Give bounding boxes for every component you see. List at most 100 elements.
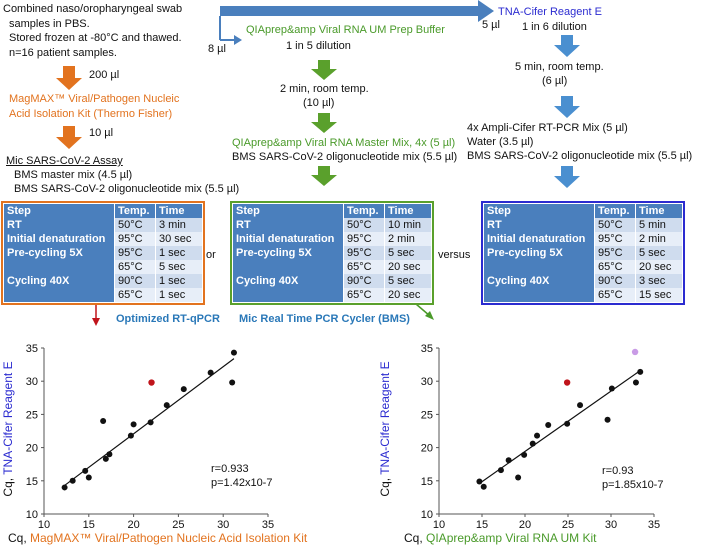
blue-arrow-2 xyxy=(554,96,580,118)
data-point xyxy=(604,416,611,423)
assay-line-1: BMS master mix (4.5 µl) xyxy=(14,169,133,181)
protocol-table-right: Step Temp. Time RT 50°C 5 min Initial dena… xyxy=(481,201,685,305)
data-point xyxy=(505,457,512,464)
data-point xyxy=(130,421,137,428)
y-tick-label: 15 xyxy=(26,476,38,488)
x-axis-label-text: MagMAX™ Viral/Pathogen Nucleic Acid Isol… xyxy=(30,531,308,545)
y-axis-label-text: TNA-Cifer Reagent E xyxy=(378,361,392,475)
x-tick-label: 20 xyxy=(127,519,139,531)
x-tick-label: 35 xyxy=(262,519,274,531)
header-temp: Temp. xyxy=(594,204,636,218)
blue-arrow-1 xyxy=(554,35,580,57)
table-cell: 20 sec xyxy=(635,260,682,274)
data-point xyxy=(564,420,571,427)
table-cell: 65°C xyxy=(594,288,636,302)
magmax-kit-line-2: Acid Isolation Kit (Thermo Fisher) xyxy=(9,108,173,120)
stats-p-left: p=1.42x10-7 xyxy=(211,477,273,489)
data-point xyxy=(577,402,584,409)
middle-incubation-2: (10 µl) xyxy=(303,97,335,109)
table-cell xyxy=(484,260,595,274)
middle-incubation-1: 2 min, room temp. xyxy=(280,83,369,95)
data-point xyxy=(497,467,504,474)
middle-oligo-mix: BMS SARS-CoV-2 oligonucleotide mix (5.5 … xyxy=(232,151,458,163)
stats-r-left: r=0.933 xyxy=(211,463,249,475)
volume-5ul: 5 µl xyxy=(482,19,500,31)
table-cell: 5 sec xyxy=(635,246,682,260)
table-cell xyxy=(4,260,115,274)
table-cell: 5 sec xyxy=(155,260,202,274)
protocol-table-middle: Step Temp. Time RT 50°C 10 min Initial den… xyxy=(230,201,434,305)
table-cell: 5 min xyxy=(635,218,682,232)
y-tick-label: 15 xyxy=(421,476,433,488)
right-mix-line-3: BMS SARS-CoV-2 oligonucleotide mix (5.5 … xyxy=(467,150,693,162)
data-point xyxy=(207,369,214,376)
table-cell: 65°C xyxy=(594,260,636,274)
data-point xyxy=(521,451,528,458)
orange-arrow-1 xyxy=(56,66,82,90)
table-cell: 2 min xyxy=(384,232,431,246)
table-cell: Initial denaturation xyxy=(484,232,595,246)
y-tick-label: 35 xyxy=(421,343,433,355)
table-cell xyxy=(233,260,344,274)
sample-description-line-3: Stored frozen at -80°C and thawed. xyxy=(9,32,182,44)
table-cell: 95°C xyxy=(114,246,156,260)
volume-8ul: 8 µl xyxy=(208,43,226,55)
tna-cifer-reagent: TNA-Cifer Reagent E xyxy=(498,6,602,18)
header-temp: Temp. xyxy=(114,204,156,218)
table-cell: RT xyxy=(484,218,595,232)
table-cell: 5 sec xyxy=(384,274,431,288)
table-cell: 50°C xyxy=(594,218,636,232)
table-cell: 10 min xyxy=(384,218,431,232)
blue-arrow-top xyxy=(220,0,494,22)
table-cell xyxy=(233,288,344,302)
connector-or: or xyxy=(206,249,216,261)
y-axis-label-prefix: Cq, xyxy=(378,474,392,497)
header-step: Step xyxy=(4,204,115,218)
data-point xyxy=(82,467,89,474)
data-point xyxy=(85,474,92,481)
table-cell: 1 sec xyxy=(155,274,202,288)
table-cell: 2 min xyxy=(635,232,682,246)
table-cell: 95°C xyxy=(594,232,636,246)
table-cell: 20 sec xyxy=(384,260,431,274)
assay-line-2: BMS SARS-CoV-2 oligonucleotide mix (5.5 … xyxy=(14,183,240,195)
y-axis-label-prefix: Cq, xyxy=(1,474,15,497)
assay-title: Mic SARS-CoV-2 Assay xyxy=(6,155,123,167)
table-cell: 30 sec xyxy=(155,232,202,246)
table-cell xyxy=(4,288,115,302)
table-right-body: Step Temp. Time RT 50°C 5 min Initial dena… xyxy=(484,204,682,302)
sample-description-line-4: n=16 patient samples. xyxy=(9,47,117,59)
table-cell: 3 min xyxy=(155,218,202,232)
table-cell: 95°C xyxy=(594,246,636,260)
table-cell: Cycling 40X xyxy=(4,274,115,288)
table-cell: 95°C xyxy=(343,232,385,246)
data-point xyxy=(147,419,154,426)
data-point xyxy=(61,484,68,491)
x-tick-label: 20 xyxy=(519,519,531,531)
data-point xyxy=(106,451,113,458)
table-cell: 15 sec xyxy=(635,288,682,302)
data-point xyxy=(229,379,236,386)
data-point xyxy=(102,455,109,462)
sample-description-line-2: samples in PBS. xyxy=(9,18,90,30)
magmax-kit-line-1: MagMAX™ Viral/Pathogen Nucleic xyxy=(9,93,180,105)
table-cell: 1 sec xyxy=(155,246,202,260)
connector-versus: versus xyxy=(438,249,471,261)
table-cell: 20 sec xyxy=(384,288,431,302)
x-axis-label-prefix: Cq, xyxy=(8,531,31,545)
data-point xyxy=(69,477,76,484)
data-point xyxy=(529,440,536,447)
y-tick-label: 10 xyxy=(26,509,38,521)
data-point xyxy=(632,379,639,386)
table-cell: 65°C xyxy=(114,288,156,302)
table-cell: 90°C xyxy=(114,274,156,288)
table-cell: 65°C xyxy=(343,288,385,302)
table-cell: 95°C xyxy=(343,246,385,260)
header-time: Time xyxy=(384,204,431,218)
header-temp: Temp. xyxy=(343,204,385,218)
y-axis-label-text: TNA-Cifer Reagent E xyxy=(1,361,15,475)
x-axis-label-left: Cq, MagMAX™ Viral/Pathogen Nucleic Acid … xyxy=(8,531,307,545)
blue-arrow-3 xyxy=(554,166,580,188)
